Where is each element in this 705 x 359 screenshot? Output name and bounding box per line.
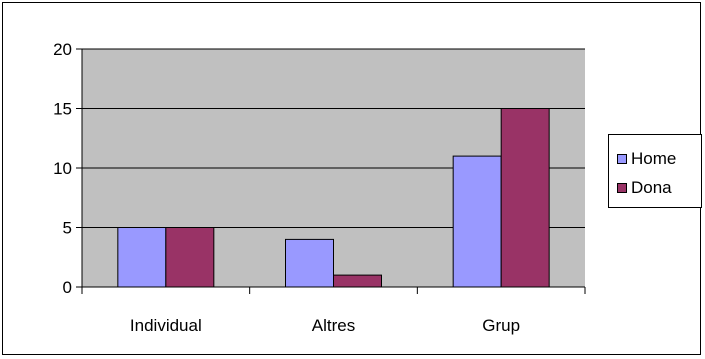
x-tick-label-grup: Grup bbox=[482, 316, 520, 335]
bar-dona-individual bbox=[165, 227, 215, 288]
x-axis-ticks: Individual Altres Grup bbox=[81, 287, 586, 335]
bar-dona-altres bbox=[333, 274, 382, 288]
x-tick-label-altres: Altres bbox=[312, 316, 355, 335]
bar-home-grup bbox=[452, 155, 502, 288]
legend-item-dona: Dona bbox=[609, 177, 672, 199]
bar-home-individual bbox=[117, 227, 167, 288]
y-tick-label-20: 20 bbox=[53, 40, 72, 59]
legend-swatch-home bbox=[617, 154, 627, 164]
y-tick-label-10: 10 bbox=[53, 159, 72, 178]
bar-dona-grup bbox=[500, 108, 550, 288]
legend: Home Dona bbox=[608, 134, 702, 208]
y-tick-label-5: 5 bbox=[63, 219, 72, 238]
legend-label-home: Home bbox=[631, 149, 677, 168]
y-tick-label-15: 15 bbox=[53, 100, 72, 119]
legend-label-dona: Dona bbox=[631, 178, 672, 197]
bars bbox=[117, 108, 550, 288]
legend-swatch-dona bbox=[617, 183, 627, 193]
legend-item-home: Home bbox=[609, 148, 676, 170]
y-tick-label-0: 0 bbox=[63, 278, 72, 297]
x-tick-label-individual: Individual bbox=[130, 316, 202, 335]
bar-home-altres bbox=[285, 238, 334, 288]
y-axis-ticks: 0 5 10 15 20 bbox=[53, 40, 82, 297]
